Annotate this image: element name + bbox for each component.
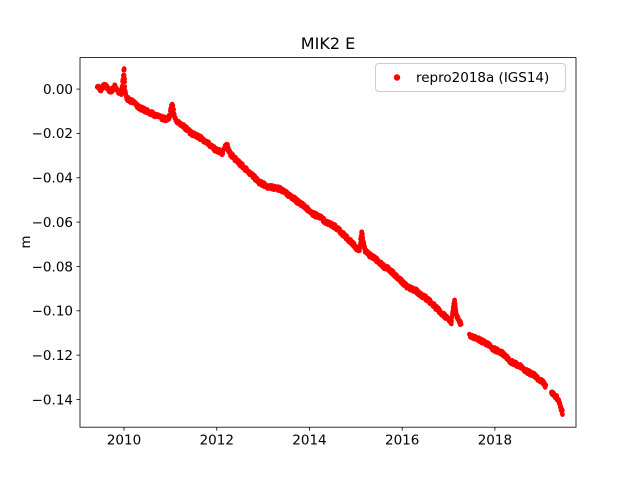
data-point (122, 79, 127, 85)
data-point (168, 112, 173, 117)
data-point (543, 383, 549, 388)
data-point (453, 307, 459, 312)
y-tick-label: −0.08 (32, 259, 73, 275)
x-tick-label: 2018 (478, 433, 512, 449)
data-point (170, 103, 176, 109)
chart-title: MIK2 E (301, 34, 355, 53)
y-tick-label: 0.00 (43, 82, 73, 98)
x-tick-label: 2010 (107, 433, 141, 449)
x-tick-label: 2016 (385, 433, 419, 449)
y-tick-label: −0.04 (32, 171, 73, 187)
axes-frame (79, 57, 577, 428)
data-point (122, 84, 128, 89)
data-point (360, 231, 365, 237)
y-tick-label: −0.06 (32, 215, 73, 231)
data-point (449, 318, 454, 323)
y-tick-label: −0.10 (32, 304, 73, 320)
data-point (449, 321, 454, 327)
data-point (560, 412, 565, 417)
y-tick-label: −0.14 (32, 392, 73, 408)
data-point (122, 76, 127, 81)
x-tick-label: 2014 (292, 433, 326, 449)
data-point (171, 107, 176, 112)
y-tick-label: −0.12 (32, 348, 73, 364)
data-point (458, 321, 464, 327)
legend-box (375, 63, 566, 92)
y-tick-label: −0.02 (32, 126, 73, 142)
data-point (121, 68, 127, 73)
y-axis-label: m (18, 235, 34, 248)
y-axis: 0.00 −0.02 −0.04 −0.06 −0.08 −0.10 −0.12 −0.14 (32, 82, 80, 408)
legend-label: repro2018a (IGS14) (416, 70, 549, 86)
legend: repro2018a (IGS14) (375, 63, 566, 92)
legend-marker-dot (393, 74, 401, 81)
x-axis: 2010 2012 2014 2016 2018 (107, 427, 512, 449)
data-points-series (94, 66, 565, 417)
data-point (121, 72, 127, 78)
data-point (560, 408, 565, 413)
x-tick-label: 2012 (200, 433, 234, 449)
